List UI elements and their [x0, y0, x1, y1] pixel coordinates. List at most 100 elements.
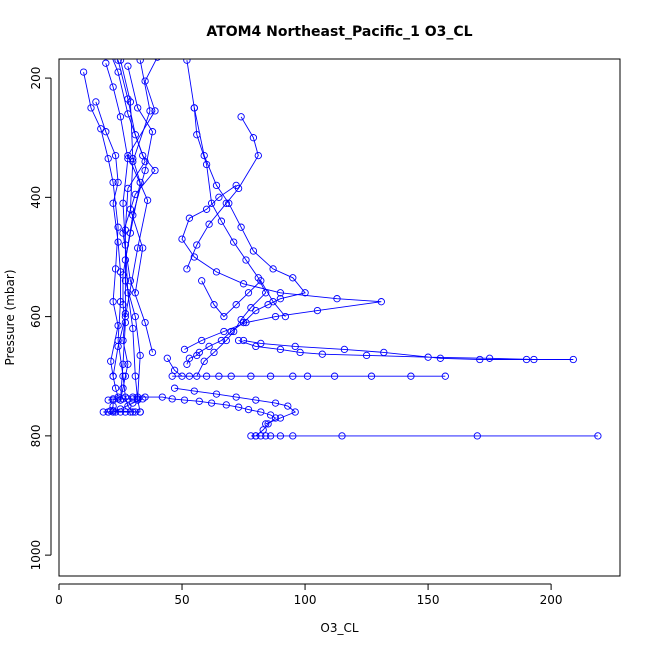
series-line	[132, 396, 277, 437]
data-point	[333, 295, 341, 303]
data-point	[141, 393, 149, 401]
series-line	[186, 60, 306, 365]
y-tick-label: 200	[29, 67, 43, 90]
data-point	[141, 166, 149, 175]
data-point	[119, 360, 127, 368]
data-point	[205, 220, 213, 228]
x-axis: 0 50 100 150 200	[55, 583, 563, 607]
data-point	[114, 321, 122, 330]
data-point	[109, 199, 117, 207]
data-point	[377, 298, 385, 306]
series-12	[183, 113, 262, 273]
data-point	[185, 372, 194, 380]
data-point	[289, 274, 297, 282]
data-point	[109, 402, 117, 410]
data-point	[151, 107, 159, 115]
data-point	[121, 312, 130, 321]
series-line	[129, 60, 151, 293]
data-point	[202, 205, 211, 213]
data-point	[362, 351, 371, 360]
data-point	[476, 355, 484, 364]
data-point	[136, 178, 144, 187]
data-point	[313, 306, 322, 315]
data-point	[180, 345, 189, 354]
data-point	[119, 395, 127, 403]
data-point	[180, 396, 189, 404]
data-point	[247, 372, 255, 380]
data-point	[207, 199, 216, 207]
data-point	[131, 408, 139, 416]
data-point	[114, 336, 122, 345]
data-point	[276, 414, 285, 422]
data-point	[244, 405, 253, 414]
series-line	[181, 185, 382, 350]
data-point	[131, 190, 139, 199]
data-point	[143, 196, 152, 204]
data-point	[303, 372, 312, 380]
data-point	[193, 351, 201, 360]
series-10	[183, 59, 309, 368]
data-point	[185, 214, 194, 222]
data-point	[301, 289, 309, 297]
data-point	[116, 408, 125, 416]
data-point	[102, 128, 110, 136]
data-point	[190, 387, 198, 395]
data-point	[257, 277, 265, 285]
data-point	[239, 336, 248, 345]
data-point	[380, 348, 388, 357]
data-point	[119, 199, 127, 207]
data-point	[257, 408, 265, 416]
y-tick-label: 400	[29, 186, 43, 209]
data-point	[121, 256, 130, 264]
data-point	[116, 113, 125, 121]
data-point	[126, 277, 135, 285]
data-point	[109, 298, 117, 306]
data-point	[119, 384, 127, 392]
series-18	[247, 432, 602, 440]
data-point	[215, 372, 223, 380]
data-point	[168, 372, 176, 380]
data-point	[107, 357, 115, 365]
data-point	[87, 104, 95, 112]
data-point	[202, 372, 211, 380]
series-line	[186, 116, 259, 270]
x-tick-label: 0	[55, 593, 63, 607]
data-point	[141, 318, 149, 327]
data-point	[338, 432, 346, 440]
data-point	[109, 83, 117, 91]
data-point	[148, 348, 157, 357]
data-point	[198, 277, 206, 285]
data-point	[190, 253, 198, 261]
data-point	[102, 59, 110, 67]
series-line	[174, 387, 297, 425]
data-point	[111, 384, 120, 392]
data-point	[193, 241, 201, 249]
chart-marks	[79, 51, 602, 440]
data-point	[441, 372, 449, 380]
series-19	[104, 395, 147, 416]
data-point	[129, 324, 137, 333]
data-point	[232, 181, 240, 190]
data-point	[168, 395, 176, 403]
data-point	[276, 345, 285, 354]
series-line	[238, 340, 574, 360]
data-point	[244, 289, 253, 297]
data-point	[108, 51, 114, 57]
data-point	[116, 59, 125, 64]
data-point	[131, 312, 139, 321]
data-point	[124, 110, 132, 118]
data-point	[109, 395, 117, 403]
data-point	[232, 393, 240, 401]
data-point	[232, 301, 240, 309]
data-point	[252, 432, 260, 440]
series-line	[112, 59, 157, 377]
data-point	[136, 351, 144, 360]
y-axis-label: Pressure (mbar)	[3, 269, 17, 365]
data-point	[247, 304, 255, 312]
data-point	[119, 301, 127, 309]
data-point	[151, 166, 159, 175]
data-point	[183, 360, 191, 368]
y-tick-label: 1000	[29, 540, 43, 571]
data-point	[257, 339, 265, 348]
